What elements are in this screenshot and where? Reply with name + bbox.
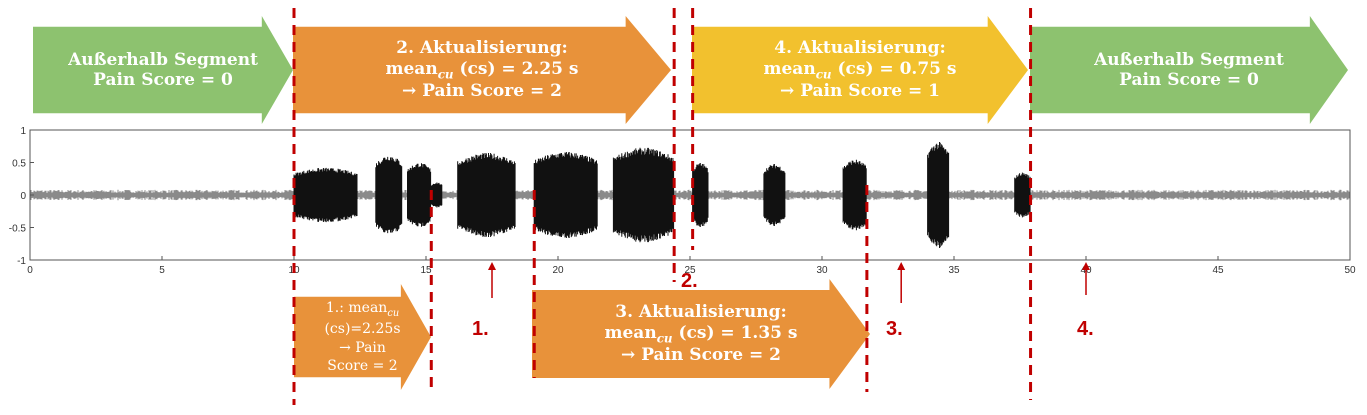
marker-label-4: 4. <box>1077 318 1094 340</box>
segment-arrow-update-2: 2. Aktualisierung: meancu (cs) = 2.25 s … <box>293 16 671 124</box>
signal-burst-10 <box>842 159 867 231</box>
x-tick-label: 25 <box>684 265 696 276</box>
arrow-text-line2: Pain Score = 0 <box>1119 70 1259 90</box>
x-tick-label: 35 <box>948 265 960 276</box>
mean-word: mean <box>763 58 816 79</box>
arrow-text-mean: meancu (cs) = 2.25 s <box>386 59 579 82</box>
arrow-text-line4: Score = 2 <box>327 357 398 374</box>
arrow-text-mean: meancu (cs) = 0.75 s <box>764 59 957 82</box>
segment-arrow-update-3: 3. Aktualisierung: meancu (cs) = 1.35 s … <box>532 279 870 389</box>
signal-burst-8 <box>692 163 709 227</box>
signal-noise <box>29 189 1351 201</box>
signal-burst-6 <box>533 152 598 238</box>
signal-burst-11 <box>927 142 950 248</box>
x-tick-label: 30 <box>816 265 828 276</box>
arrow-text-line2: (cs)=2.25s <box>324 321 401 338</box>
mean-subscript: cu <box>815 67 832 82</box>
signal-bursts <box>293 142 1031 248</box>
arrow-text-line1: Außerhalb Segment <box>1094 49 1284 70</box>
y-tick-label: -0.5 <box>9 224 27 235</box>
arrow-text-line1: 4. Aktualisierung: <box>774 38 946 59</box>
marker-label-3: 3. <box>886 318 903 340</box>
arrow-text-line3: → Pain Score = 2 <box>402 81 562 102</box>
mean-subscript: cu <box>387 307 400 319</box>
mean-value: (cs) = 1.35 s <box>672 322 798 343</box>
arrow-text-mean: 1.: meancu <box>326 299 399 321</box>
mean-word: mean <box>385 58 438 79</box>
signal-burst-3 <box>407 163 432 227</box>
mean-value: (cs) = 2.25 s <box>453 58 579 79</box>
arrow-text-line3: → Pain <box>339 339 386 356</box>
arrow-text-line3: → Pain Score = 2 <box>621 345 781 366</box>
y-tick-label: 0 <box>20 191 26 202</box>
signal-burst-5 <box>457 153 516 237</box>
arrow-text-mean: meancu (cs) = 1.35 s <box>605 323 798 346</box>
signal-burst-1 <box>293 167 358 223</box>
arrow-text-line1: 3. Aktualisierung: <box>615 302 787 323</box>
signal-burst-12 <box>1014 172 1031 218</box>
y-axis-ticks: 1 0.5 0 -0.5 -1 <box>9 126 34 267</box>
x-tick-label: 20 <box>552 265 564 276</box>
arrow-text-line2: Pain Score = 0 <box>93 70 233 90</box>
segment-arrow-update-1: 1.: meancu (cs)=2.25s → Pain Score = 2 <box>294 284 431 390</box>
x-tick-label: 40 <box>1080 265 1092 276</box>
arrow-text-line1: 2. Aktualisierung: <box>396 38 568 59</box>
y-tick-label: 1 <box>20 126 26 137</box>
signal-burst-4 <box>430 182 443 208</box>
x-tick-label: 45 <box>1212 265 1224 276</box>
x-tick-label: 5 <box>159 265 165 276</box>
x-tick-label: 0 <box>27 265 33 276</box>
signal-burst-2 <box>375 156 403 234</box>
mean-subscript: cu <box>656 331 673 346</box>
mean-word: 1.: mean <box>325 299 388 316</box>
y-tick-label: 0.5 <box>12 159 26 170</box>
mean-word: mean <box>604 322 657 343</box>
x-tick-label: 10 <box>288 265 300 276</box>
arrow-text-line1: Außerhalb Segment <box>68 49 258 70</box>
mean-value: (cs) = 0.75 s <box>831 58 957 79</box>
x-tick-label: 15 <box>420 265 432 276</box>
segment-arrow-outside-left: Außerhalb Segment Pain Score = 0 <box>33 16 293 124</box>
x-tick-label: 50 <box>1344 265 1356 276</box>
noise-trace <box>29 189 1351 201</box>
arrow-text-line3: → Pain Score = 1 <box>780 81 940 102</box>
signal-burst-9 <box>763 164 786 226</box>
signal-plot: 1 0.5 0 -0.5 -1 0 5 10 15 20 25 30 35 40 45 50 <box>9 126 1356 276</box>
signal-burst-7 <box>612 147 675 243</box>
segment-arrow-outside-right: Außerhalb Segment Pain Score = 0 <box>1030 16 1348 124</box>
segment-arrow-update-4: 4. Aktualisierung: meancu (cs) = 0.75 s … <box>692 16 1028 124</box>
mean-subscript: cu <box>437 67 454 82</box>
marker-label-1: 1. <box>472 318 489 340</box>
y-tick-label: -1 <box>17 256 26 267</box>
marker-label-2: 2. <box>681 270 698 292</box>
